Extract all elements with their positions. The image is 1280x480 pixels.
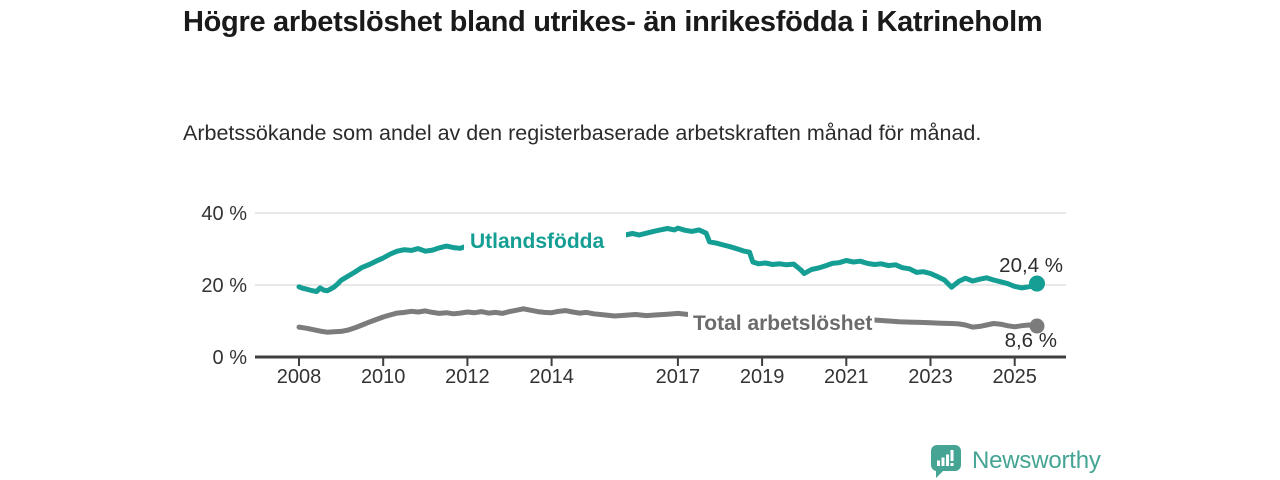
series-label-backing: [464, 226, 626, 254]
series-line-utlandsfodda: [296, 225, 1042, 294]
logo-bar-3: [946, 454, 949, 466]
x-axis-tick-label: 2019: [740, 366, 785, 388]
x-axis-tick-label: 2008: [277, 366, 322, 388]
series-label-utlandsfodda: Utlandsfödda: [470, 230, 604, 253]
newsworthy-brand: Newsworthy: [929, 443, 1101, 479]
series-end-dot-utlandsfodda: [1029, 275, 1045, 292]
logo-bar-1: [937, 460, 940, 466]
logo-bar-2: [941, 457, 945, 466]
x-axis-tick-label: 2025: [992, 366, 1037, 388]
series-end-dot-total: [1029, 318, 1045, 334]
logo-exclamation-dot: [950, 463, 954, 466]
series-label-backing: [688, 308, 872, 334]
logo-exclamation-bar: [950, 450, 954, 461]
y-axis-tick-label: 40 %: [201, 203, 247, 225]
x-axis-tick-label: 2021: [824, 366, 869, 388]
x-axis-tick-label: 2023: [908, 366, 953, 388]
series-line-total: [296, 306, 1042, 335]
x-axis-tick-label: 2012: [445, 366, 490, 388]
y-axis-tick-label: 0 %: [213, 347, 248, 369]
brand-name: Newsworthy: [972, 447, 1101, 474]
chart-title: Högre arbetslöshet bland utrikes- än inr…: [183, 6, 1043, 38]
x-axis-tick-label: 2014: [529, 366, 574, 388]
chart-subtitle: Arbetssökande som andel av den registerb…: [183, 121, 982, 145]
newsworthy-logo-icon: [931, 445, 961, 478]
y-axis-tick-label: 20 %: [201, 275, 247, 297]
x-axis-tick-label: 2017: [656, 366, 701, 388]
series-end-value-utlandsfodda: 20,4 %: [999, 254, 1063, 277]
series-label-total: Total arbetslöshet: [693, 312, 872, 335]
series-end-value-total: 8,6 %: [1005, 329, 1057, 352]
x-axis-tick-label: 2010: [361, 366, 406, 388]
